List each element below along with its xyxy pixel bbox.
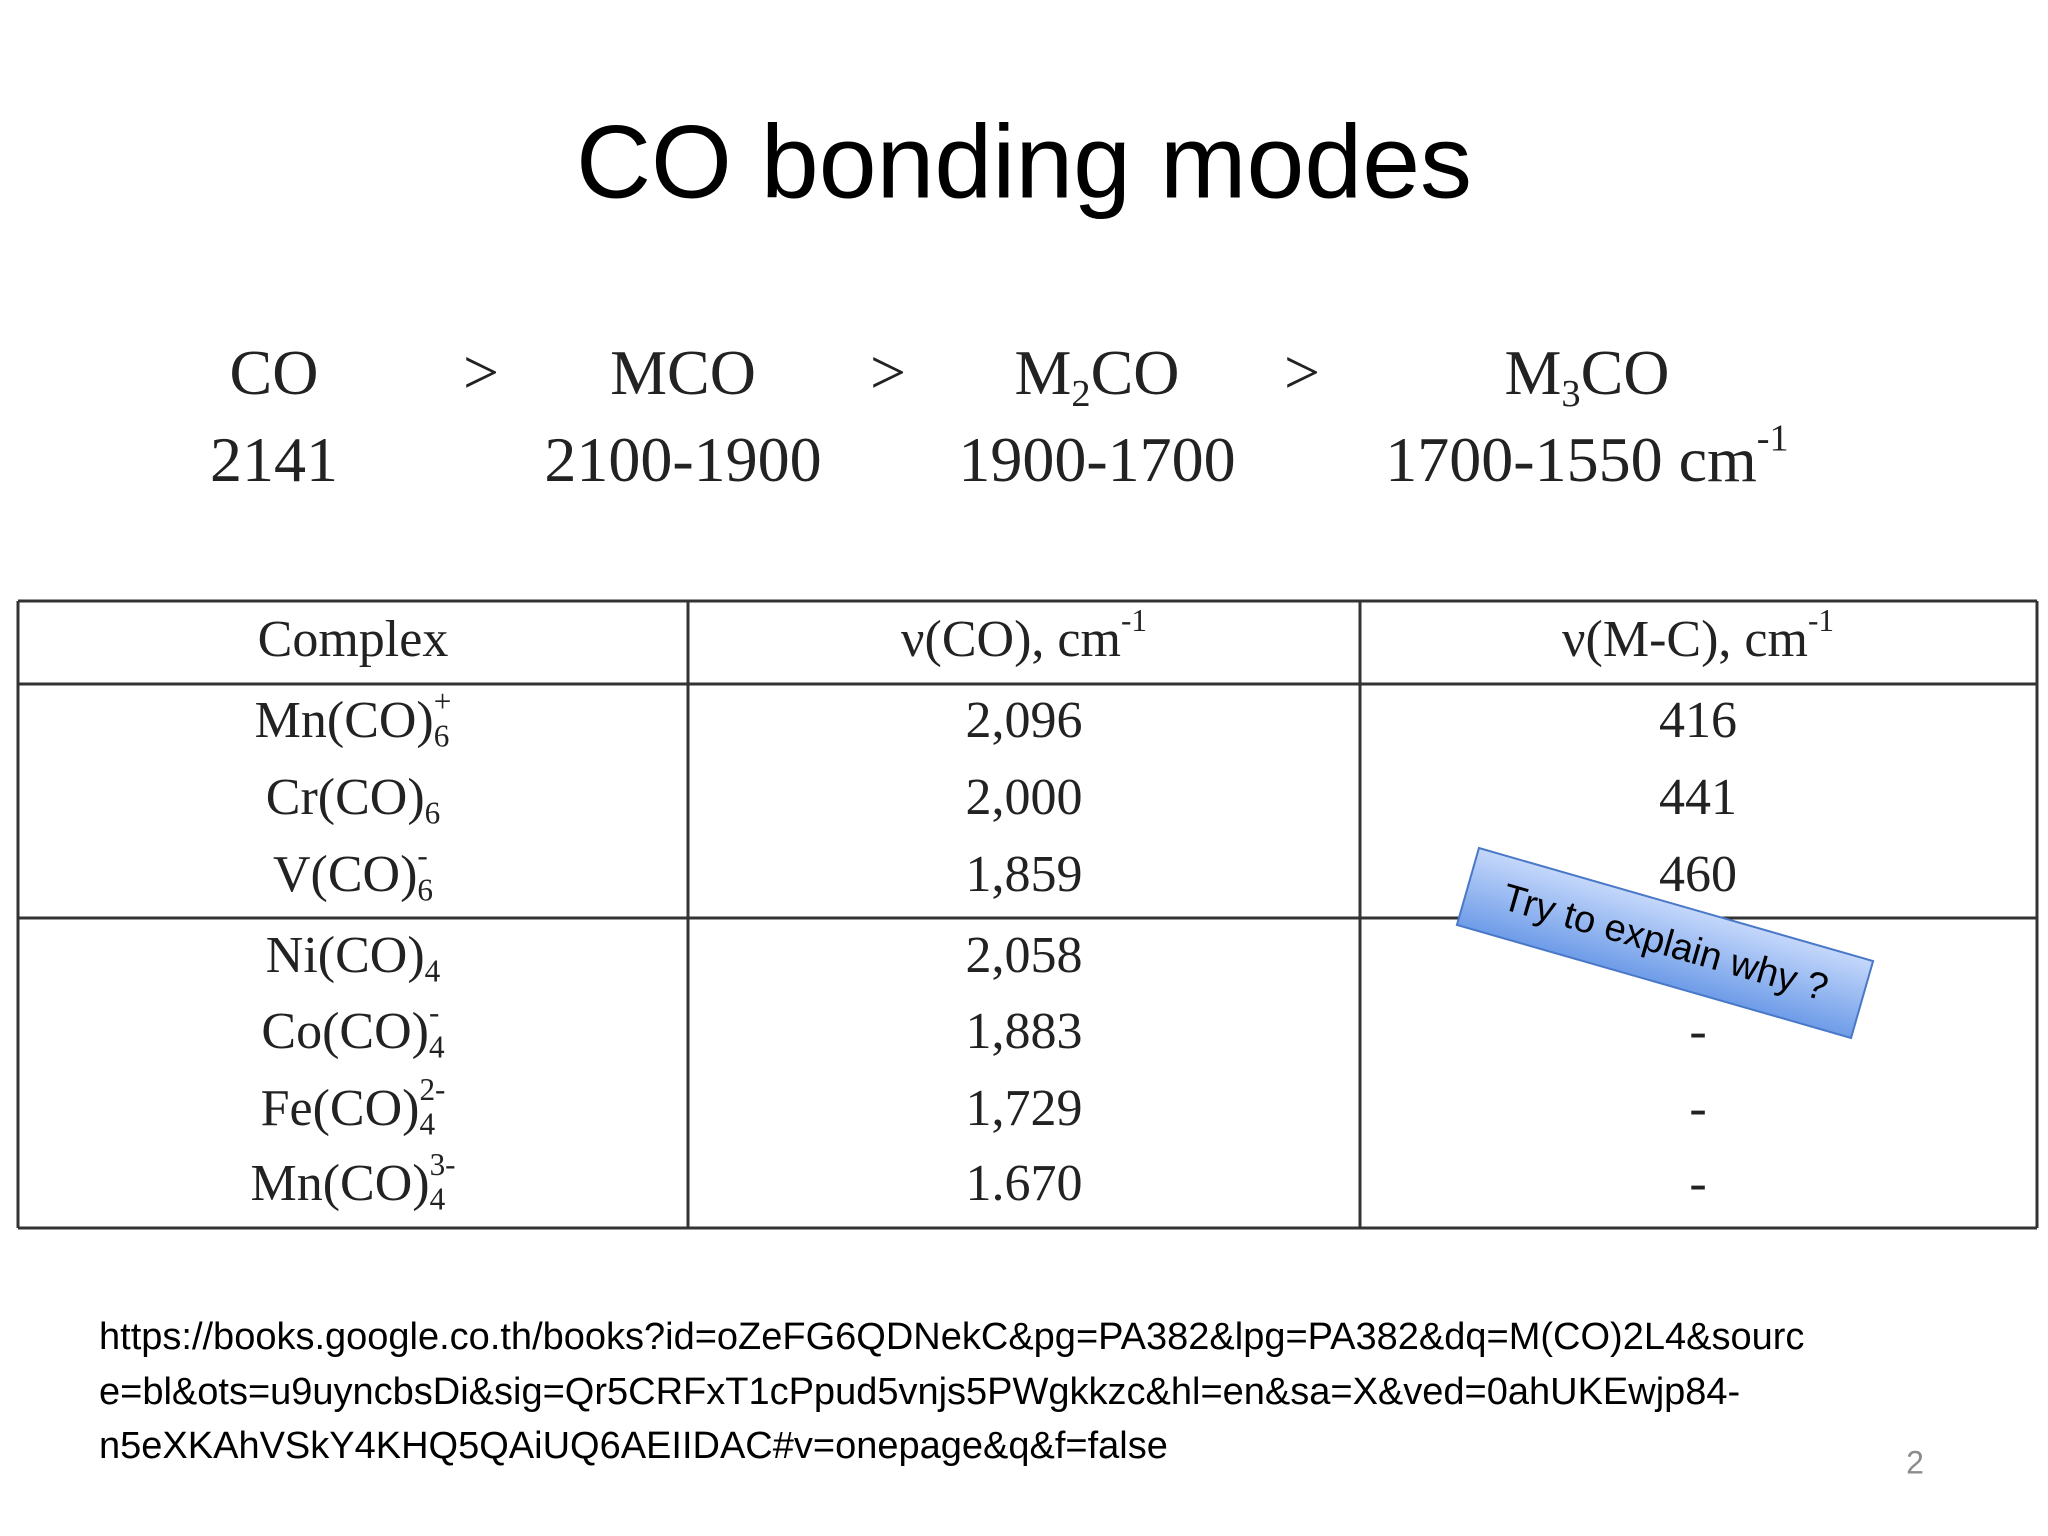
text-part: CO (1091, 337, 1180, 408)
text-sub: 6 (425, 796, 441, 831)
series-name: MCO (610, 337, 756, 408)
table-cell: Co(CO)4- (261, 995, 445, 1064)
source-url: e=bl&ots=u9uyncbsDi&sig=Qr5CRFxT1cPpud5v… (99, 1371, 1740, 1413)
text-part: M (1014, 337, 1071, 408)
table-cell: 2,000 (966, 769, 1083, 826)
text-part: 2141 (210, 424, 338, 495)
text-part: MCO (610, 337, 756, 408)
table-cell: - (1689, 1080, 1706, 1137)
text-part: V(CO) (273, 846, 417, 903)
table-cell: Mn(CO)43- (250, 1147, 455, 1216)
text-part: ν(CO), cm (901, 611, 1121, 668)
text-sub: 2 (1071, 373, 1090, 415)
table-cell: - (1689, 1003, 1706, 1060)
text-part: Co(CO) (261, 1003, 429, 1060)
series-value: 1900-1700 (958, 424, 1235, 495)
table-header: ν(M-C), cm-1 (1562, 603, 1834, 668)
text-part: Complex (258, 611, 449, 668)
table-cell: Mn(CO)6+ (255, 684, 452, 753)
table-cell: 2,096 (966, 692, 1083, 749)
text-part: 1700-1550 cm (1385, 424, 1757, 495)
text-sub: 4 (430, 1182, 446, 1217)
table-cell: V(CO)6- (273, 838, 433, 907)
table-header: ν(CO), cm-1 (901, 603, 1147, 668)
text-part: CO (1581, 337, 1670, 408)
table-cell: 416 (1659, 692, 1737, 749)
text-part: Mn(CO) (250, 1155, 429, 1212)
series-value: 2141 (210, 424, 338, 495)
separator: > (1284, 337, 1320, 408)
text-part: M (1504, 337, 1561, 408)
series-name: CO (230, 337, 319, 408)
table-cell: 460 (1659, 846, 1737, 903)
text-sub: 6 (434, 719, 450, 754)
source-url: n5eXKAhVSkY4KHQ5QAiUQ6AEIIDAC#v=onepage&… (99, 1425, 1168, 1467)
series-name: M2CO (1014, 337, 1179, 415)
table-cell: 1,883 (966, 1003, 1083, 1060)
text-sub: 4 (429, 1030, 445, 1065)
series-value: 2100-1900 (544, 424, 821, 495)
series-name: M3CO (1504, 337, 1669, 415)
table-frame (16, 599, 2039, 1230)
separator: > (870, 337, 906, 408)
text-part: Mn(CO) (255, 692, 434, 749)
text-sup: -1 (1757, 417, 1789, 459)
text-part: ν(M-C), cm (1562, 611, 1808, 668)
text-sup: -1 (1121, 603, 1147, 638)
source-url: https://books.google.co.th/books?id=oZeF… (99, 1316, 1804, 1358)
text-sub: 4 (425, 954, 441, 989)
table-cell: 1,859 (966, 846, 1083, 903)
table-cell: 1,729 (966, 1080, 1083, 1137)
separator: > (463, 337, 499, 408)
text-part: Ni(CO) (266, 927, 425, 984)
table-header: Complex (258, 611, 449, 668)
callout-box (1455, 846, 1875, 1040)
table-cell: - (1689, 1155, 1706, 1212)
table-cell: Fe(CO)42- (261, 1072, 446, 1141)
text-sup: - (417, 838, 427, 873)
text-part: Cr(CO) (266, 769, 425, 826)
table-cell: 1.670 (966, 1155, 1083, 1212)
series-value: 1700-1550 cm-1 (1385, 417, 1788, 494)
page-number: 2 (1906, 1444, 1924, 1480)
text-sub: 3 (1561, 373, 1580, 415)
text-sub: 4 (419, 1107, 435, 1142)
slide-title: CO bonding modes (576, 104, 1472, 220)
text-sup: 3- (430, 1147, 456, 1182)
text-sup: -1 (1808, 603, 1834, 638)
text-part: 1900-1700 (958, 424, 1235, 495)
text-part: 2100-1900 (544, 424, 821, 495)
text-part: CO (230, 337, 319, 408)
table-cell: Cr(CO)6 (266, 769, 440, 831)
text-part: Fe(CO) (261, 1080, 420, 1137)
text-sup: + (434, 684, 452, 719)
text-sub: 6 (417, 873, 433, 908)
table-cell: Ni(CO)4 (266, 927, 441, 989)
table-cell: 2,058 (966, 927, 1083, 984)
table-cell: 441 (1659, 769, 1737, 826)
text-sup: - (429, 995, 439, 1030)
text-sup: 2- (419, 1072, 445, 1107)
